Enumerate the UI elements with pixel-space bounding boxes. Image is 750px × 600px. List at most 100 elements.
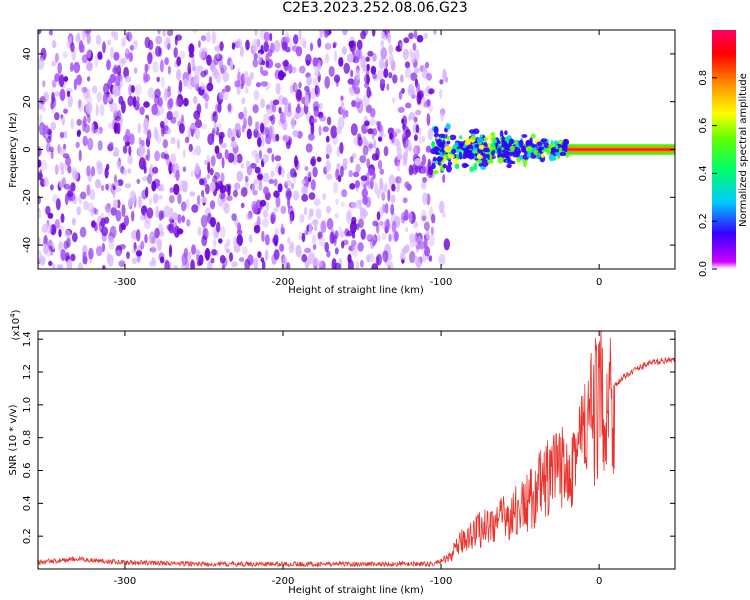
y-tick-label: -40 [22,237,33,253]
spectrogram-cell [398,91,403,100]
spectrogram-cell [110,207,118,216]
x-tick-label: -300 [114,576,137,587]
spectrogram-cell [257,251,262,259]
spectrogram-cell [263,41,269,53]
spectrogram-cell [334,262,341,269]
spectrogram-cell [187,62,191,75]
spectrogram-cell [263,113,270,125]
spectrogram-cell [371,30,376,37]
spectrogram-cell [175,169,180,182]
spectrogram-cell [421,181,427,190]
spectrogram-cell [265,126,270,138]
spectrogram-cell [311,118,318,124]
spectrogram-cell [395,128,401,134]
spectrogram-cell [52,40,57,49]
spectrogram-cell [284,31,290,44]
spectrogram-cell [50,121,57,131]
spectrogram-cell [337,116,345,130]
spectrogram-cell [219,184,227,194]
spectrogram-cell [402,215,409,221]
spectrogram-cell [314,70,321,77]
spectrogram-cell [389,261,394,269]
spectrogram-cell [136,96,140,103]
spectrogram-cell [173,183,180,196]
spectrogram-cell [294,113,300,120]
spectrogram-cell [149,231,156,244]
spectrogram-cell [326,173,333,181]
spectrogram-cell [244,175,249,183]
spectrogram-cell [136,178,141,184]
spectrogram-cell [83,200,89,211]
spectrogram-cell [47,212,54,219]
spectrogram-cell [285,187,292,201]
spectrogram-cell [152,166,159,174]
spectrogram-cell [218,58,224,70]
spectrogram-cell [316,156,322,163]
spectrogram-cell [241,97,246,105]
spectrogram-cell [67,95,73,108]
x-tick-label: -100 [430,277,453,288]
spectrogram-cell [305,59,311,66]
spectrogram-cell [177,214,182,224]
spectrogram-cell [322,126,329,133]
spectrogram-cell [273,190,280,198]
spectrogram-cell [377,159,383,170]
spectrogram-cell [174,35,178,46]
y-tick-label: -20 [22,189,33,205]
spectrogram-cell [71,232,78,243]
spectrogram-cell [515,150,521,158]
spectrogram-cell [233,182,241,191]
spectrogram-cell [431,141,436,149]
spectrogram-cell [438,253,446,266]
spectrogram-cell [423,237,428,250]
spectrogram-cell [445,164,452,173]
spectrogram-cell [227,152,235,163]
spectrogram-cell [196,260,202,267]
spectrogram-cell [154,227,160,239]
spectrogram-cell [326,218,334,230]
spectrogram-cell [248,210,253,218]
spectrogram-cell [290,182,295,190]
spectrogram-cell [261,230,265,242]
spectrogram-cell [265,201,270,212]
spectrogram-cell [107,39,111,46]
colorbar-gradient [712,30,736,269]
spectrogram-cell [388,44,394,55]
spectrogram-cell [145,186,149,198]
spectrogram-cell [76,118,82,126]
spectrogram-cell [358,199,363,206]
spectrogram-cell [395,176,402,184]
spectrogram-cell [341,240,345,249]
spectrogram-cell [292,190,300,201]
spectrogram-cell [388,233,392,242]
spectrogram-cell [421,154,426,166]
spectrogram-cell [128,145,132,156]
spectrogram-cell [467,152,475,160]
spectrogram-cell [157,30,161,35]
spectrogram-cell [250,162,257,169]
spectrogram-cell [188,43,195,55]
spectrogram-cell [220,67,225,75]
spectrogram-cell [94,128,101,135]
spectrogram-cell [264,81,271,91]
spectrogram-cell [187,79,193,90]
spectrogram-cell [249,71,255,80]
spectrogram-cell [431,162,436,170]
spectrogram-cell [80,191,87,200]
spectrogram-cell [253,257,259,269]
spectrogram-cell [264,249,269,262]
spectrogram-cell [419,241,427,249]
spectrogram-cell [240,202,245,209]
spectrogram-cell [251,149,258,158]
spectrogram-cell [420,210,427,222]
spectrogram-cell [121,37,126,48]
spectrogram-cell [301,185,308,196]
spectrogram-cell [146,148,151,162]
spectrogram-cell [349,183,356,190]
spectrogram-cell [328,66,335,77]
spectrogram-cell [146,129,152,140]
spectrogram-cell [179,50,186,59]
spectrogram-cell [245,212,252,221]
spectrogram-cell [504,130,508,135]
spectrogram-cell [423,221,430,231]
